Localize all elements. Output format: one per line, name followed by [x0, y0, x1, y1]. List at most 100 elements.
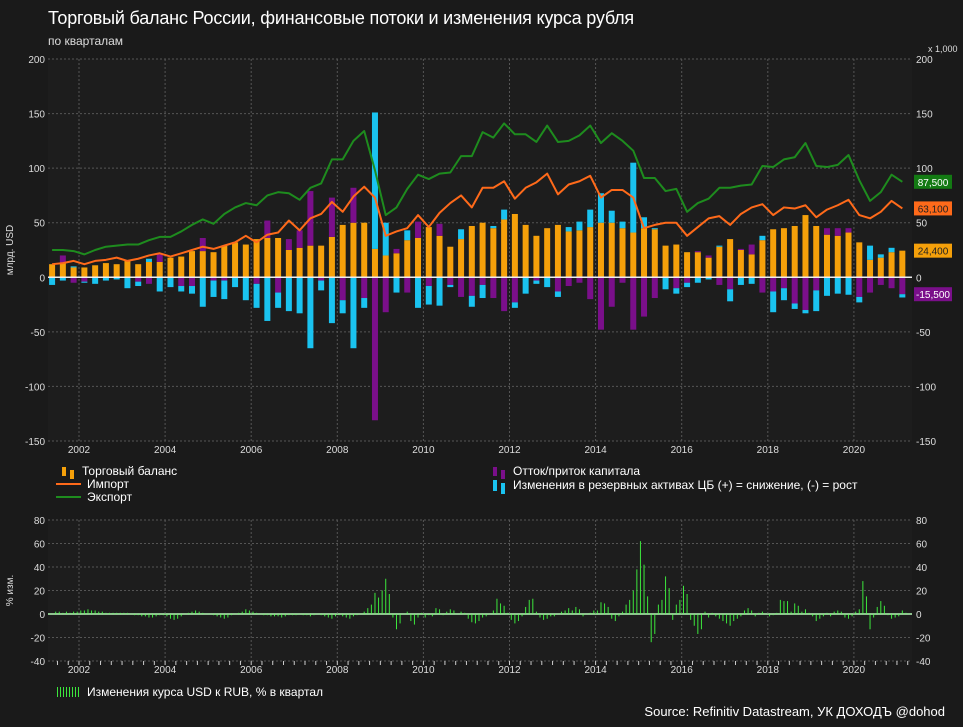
trade-balance-bar: [436, 235, 443, 278]
last-value-label-capital: -15,500: [916, 290, 950, 301]
reserves-change-bar: [694, 277, 701, 283]
reserves-change-bar: [371, 112, 378, 249]
trade-balance-bar: [554, 224, 561, 278]
reserves-change-bar: [178, 286, 185, 292]
main-xtick-label: 2008: [326, 445, 349, 456]
trade-balance-bar: [834, 235, 841, 278]
capital-flow-bar: [619, 277, 626, 283]
trade-balance-bar: [641, 228, 648, 278]
reserves-change-bar: [791, 303, 798, 309]
main-xtick-label: 2014: [584, 445, 607, 456]
last-value-tag-trade: [914, 243, 952, 258]
legend-label-import: Импорт: [87, 477, 129, 491]
reserves-change-bar: [253, 283, 260, 308]
trade-balance-bar: [49, 264, 56, 278]
reserves-change-bar: [328, 277, 335, 324]
reserves-change-bar: [199, 277, 206, 307]
reserves-change-bar: [899, 294, 906, 298]
main-ytick-left: 200: [28, 55, 45, 66]
reserves-change-bar: [802, 310, 809, 314]
capital-flow-bar: [490, 277, 497, 299]
reserves-change-bar: [576, 221, 583, 231]
trade-balance-bar: [382, 255, 389, 278]
fx-xtick-label: 2006: [240, 665, 263, 676]
trade-balance-bar: [673, 244, 680, 278]
reserves-change-bar: [318, 280, 325, 291]
capital-flow-bar: [339, 277, 346, 301]
capital-flow-bar: [834, 228, 841, 236]
reserves-change-bar: [479, 284, 486, 299]
main-ytick-right: -150: [916, 437, 936, 448]
reserves-change-bar: [770, 291, 777, 313]
capital-flow-bar: [361, 277, 368, 299]
legend-swatch-export: [56, 496, 81, 498]
trade-balance-bar: [124, 260, 131, 278]
reserves-change-bar: [737, 277, 744, 285]
reserves-change-bar: [522, 277, 529, 294]
reserves-change-bar: [92, 277, 99, 284]
trade-balance-bar: [748, 254, 755, 278]
capital-flow-bar: [845, 228, 852, 233]
trade-balance-bar: [608, 222, 615, 278]
trade-balance-bar: [253, 239, 260, 278]
reserves-change-bar: [780, 288, 787, 301]
fx-xtick-label: 2016: [671, 665, 694, 676]
capital-flow-bar: [393, 248, 400, 254]
capital-flow-bar: [877, 277, 884, 285]
capital-flow-bar: [156, 254, 163, 263]
trade-balance-bar: [737, 250, 744, 278]
capital-flow-bar: [608, 277, 615, 307]
legend-item-fx: Изменения курса USD к RUB, % в квартал: [57, 685, 323, 699]
trade-balance-bar: [576, 230, 583, 278]
capital-flow-bar: [425, 277, 432, 287]
reserves-change-bar: [533, 280, 540, 284]
main-xtick-label: 2004: [154, 445, 177, 456]
fx-xtick-label: 2018: [757, 665, 780, 676]
capital-flow-bar: [597, 277, 604, 330]
reserves-change-bar: [554, 291, 561, 297]
reserves-change-bar: [285, 277, 292, 312]
reserves-change-bar: [49, 277, 56, 285]
reserves-change-bar: [619, 221, 626, 229]
capital-flow-bar: [576, 277, 583, 283]
trade-balance-bar: [845, 232, 852, 278]
fx-xtick-label: 2020: [843, 665, 866, 676]
trade-balance-bar: [156, 262, 163, 278]
trade-balance-bar: [511, 213, 518, 278]
trade-balance-bar: [447, 246, 454, 278]
reserves-change-bar: [834, 277, 841, 294]
main-ytick-right: -100: [916, 382, 936, 393]
trade-balance-bar: [189, 251, 196, 278]
reserves-change-bar: [845, 277, 852, 295]
capital-flow-bar: [296, 230, 303, 248]
capital-flow-bar: [81, 277, 88, 282]
capital-flow-bar: [780, 277, 787, 289]
main-xtick-label: 2020: [843, 445, 866, 456]
trade-balance-bar: [544, 228, 551, 278]
capital-flow-bar: [705, 255, 712, 258]
trade-balance-bar: [113, 264, 120, 278]
trade-balance-bar: [651, 229, 658, 278]
right-axis-multiplier: x 1,000: [928, 44, 958, 54]
trade-balance-bar: [856, 242, 863, 278]
fx-xtick-label: 2010: [412, 665, 435, 676]
trade-balance-bar: [307, 245, 314, 278]
trade-balance-bar: [92, 265, 99, 278]
chart-subtitle: по кварталам: [48, 34, 124, 48]
capital-flow-bar: [253, 277, 260, 284]
trade-balance-bar: [813, 225, 820, 278]
reserves-change-bar: [156, 277, 163, 292]
trade-balance-bar: [328, 236, 335, 278]
trade-balance-bar: [285, 250, 292, 278]
main-xtick-label: 2016: [671, 445, 694, 456]
export-line: [52, 122, 903, 256]
reserves-change-bar: [608, 210, 615, 223]
legend-item-import: Импорт: [56, 477, 129, 491]
chart-title: Торговый баланс России, финансовые поток…: [48, 8, 634, 28]
main-ytick-left: -50: [31, 328, 46, 339]
trade-balance-bar: [167, 257, 174, 278]
capital-flow-bar: [447, 277, 454, 285]
trade-balance-bar: [587, 227, 594, 278]
reserves-change-bar: [716, 245, 723, 247]
reserves-change-bar: [823, 277, 830, 296]
